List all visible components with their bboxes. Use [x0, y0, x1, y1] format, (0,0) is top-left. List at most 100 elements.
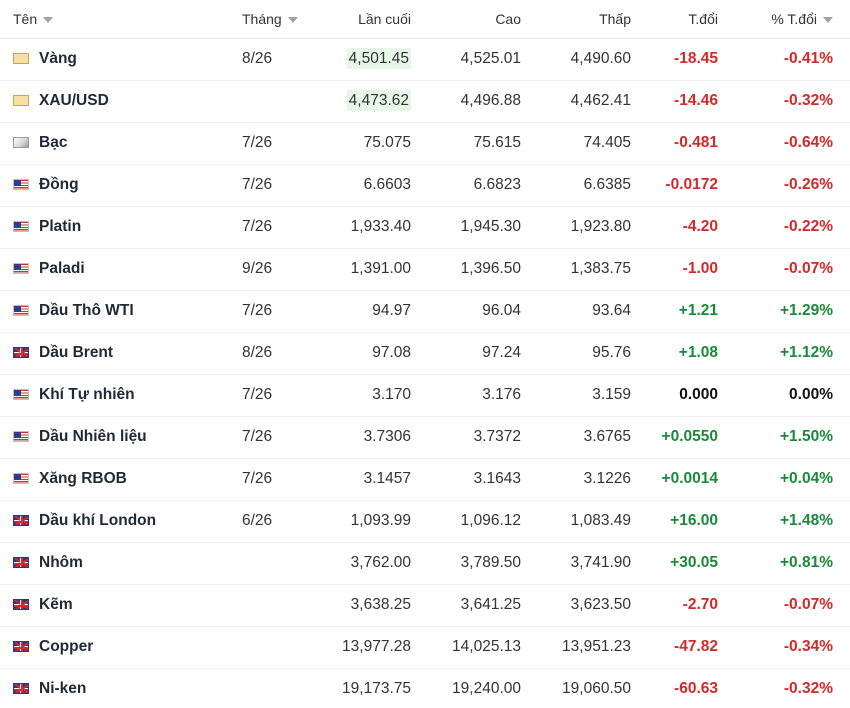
table-row[interactable]: Xăng RBOB 7/26 3.1457 3.1643 3.1226 +0.0014 +0… — [0, 458, 850, 500]
low-cell: 3,741.90 — [570, 554, 631, 571]
change-cell: +16.00 — [670, 512, 718, 529]
instrument-link[interactable]: Dầu Thô WTI — [39, 302, 134, 319]
table-row[interactable]: Bạc 7/26 75.075 75.615 74.405 -0.481 -0.64% — [0, 122, 850, 164]
month-cell: 8/26 — [242, 344, 273, 361]
month-cell: 7/26 — [242, 218, 273, 235]
month-cell — [225, 584, 315, 626]
column-header-low[interactable]: Thấp — [525, 0, 635, 39]
change-pct-cell: +0.04% — [779, 470, 833, 487]
instrument-name-cell: Ni-ken — [0, 668, 225, 708]
month-cell: 7/26 — [242, 428, 273, 445]
change-cell: +30.05 — [670, 554, 718, 571]
low-cell: 1,923.80 — [570, 218, 631, 235]
instrument-link[interactable]: Đồng — [39, 176, 79, 193]
instrument-link[interactable]: Copper — [39, 638, 94, 655]
instrument-link[interactable]: XAU/USD — [39, 92, 109, 109]
table-row[interactable]: Ni-ken 19,173.75 19,240.00 19,060.50 -60.63 -… — [0, 668, 850, 708]
high-cell: 6.6823 — [473, 176, 521, 193]
silver-icon — [13, 137, 29, 148]
table-row[interactable]: Nhôm 3,762.00 3,789.50 3,741.90 +30.05 +0.81% — [0, 542, 850, 584]
column-header-month-label: Tháng — [242, 10, 282, 27]
instrument-link[interactable]: Bạc — [39, 134, 68, 151]
column-header-name[interactable]: Tên — [0, 0, 225, 39]
low-cell: 13,951.23 — [562, 638, 631, 655]
table-row[interactable]: Khí Tự nhiên 7/26 3.170 3.176 3.159 0.000 0.00… — [0, 374, 850, 416]
low-cell: 3,623.50 — [570, 596, 631, 613]
high-cell: 1,396.50 — [460, 260, 521, 277]
table-row[interactable]: Kẽm 3,638.25 3,641.25 3,623.50 -2.70 -0.07% — [0, 584, 850, 626]
change-pct-cell: +1.12% — [779, 344, 833, 361]
last-price-cell: 1,093.99 — [315, 500, 415, 542]
instrument-link[interactable]: Paladi — [39, 260, 85, 277]
column-header-last[interactable]: Lần cuối — [315, 0, 415, 39]
last-price-value: 3,762.00 — [350, 554, 411, 571]
instrument-link[interactable]: Dầu khí London — [39, 512, 157, 529]
table-row[interactable]: Đồng 7/26 6.6603 6.6823 6.6385 -0.0172 -0.26% — [0, 164, 850, 206]
high-cell: 3.7372 — [473, 428, 521, 445]
change-pct-cell: -0.32% — [783, 680, 833, 697]
instrument-name-cell: Dầu Nhiên liệu — [0, 416, 225, 458]
sort-down-icon[interactable] — [43, 17, 54, 24]
sort-down-icon[interactable] — [287, 17, 298, 24]
instrument-link[interactable]: Kẽm — [39, 596, 73, 613]
column-header-month[interactable]: Tháng — [225, 0, 315, 39]
high-cell: 19,240.00 — [452, 680, 521, 697]
table-row[interactable]: Copper 13,977.28 14,025.13 13,951.23 -47.82 -… — [0, 626, 850, 668]
month-cell — [225, 80, 315, 122]
change-pct-cell: -0.64% — [783, 134, 833, 151]
change-cell: -47.82 — [674, 638, 718, 655]
column-header-change-label: T.đổi — [688, 10, 718, 27]
last-price-value: 3,638.25 — [350, 596, 411, 613]
column-header-change-pct[interactable]: % T.đổi — [740, 0, 850, 39]
instrument-link[interactable]: Nhôm — [39, 554, 83, 571]
low-cell: 4,462.41 — [570, 92, 631, 109]
last-price-cell: 3.170 — [315, 374, 415, 416]
change-pct-cell: +1.48% — [779, 512, 833, 529]
column-header-high[interactable]: Cao — [415, 0, 525, 39]
uk-flag-icon — [13, 641, 29, 652]
instrument-link[interactable]: Dầu Nhiên liệu — [39, 428, 147, 445]
instrument-link[interactable]: Dầu Brent — [39, 344, 114, 361]
last-price-value: 4,473.62 — [346, 90, 411, 111]
last-price-cell: 4,473.62 — [315, 80, 415, 122]
column-header-change-pct-label: % T.đổi — [771, 10, 817, 27]
high-cell: 4,496.88 — [460, 92, 521, 109]
instrument-name-cell: Vàng — [0, 38, 225, 80]
high-cell: 3,789.50 — [460, 554, 521, 571]
table-row[interactable]: Dầu Nhiên liệu 7/26 3.7306 3.7372 3.6765 +0.0… — [0, 416, 850, 458]
last-price-value: 97.08 — [372, 344, 411, 361]
instrument-link[interactable]: Xăng RBOB — [39, 470, 127, 487]
instrument-link[interactable]: Platin — [39, 218, 82, 235]
last-price-cell: 3.1457 — [315, 458, 415, 500]
change-pct-cell: +1.29% — [779, 302, 833, 319]
change-cell: 0.000 — [679, 386, 718, 403]
instrument-name-cell: Paladi — [0, 248, 225, 290]
table-row[interactable]: Vàng 8/26 4,501.45 4,525.01 4,490.60 -18.45 -0… — [0, 38, 850, 80]
table-row[interactable]: Dầu Thô WTI 7/26 94.97 96.04 93.64 +1.21 +1.29… — [0, 290, 850, 332]
last-price-value: 3.7306 — [363, 428, 411, 445]
instrument-name-cell: Platin — [0, 206, 225, 248]
column-header-name-label: Tên — [13, 10, 38, 27]
month-cell: 7/26 — [242, 386, 273, 403]
uk-flag-icon — [13, 347, 29, 358]
table-row[interactable]: Dầu khí London 6/26 1,093.99 1,096.12 1,083.… — [0, 500, 850, 542]
instrument-name-cell: XAU/USD — [0, 80, 225, 122]
low-cell: 19,060.50 — [562, 680, 631, 697]
change-pct-cell: -0.41% — [783, 50, 833, 67]
low-cell: 6.6385 — [583, 176, 631, 193]
sort-down-icon[interactable] — [823, 17, 833, 24]
last-price-cell: 94.97 — [315, 290, 415, 332]
table-row[interactable]: Platin 7/26 1,933.40 1,945.30 1,923.80 -4.20 -… — [0, 206, 850, 248]
table-row[interactable]: Paladi 9/26 1,391.00 1,396.50 1,383.75 -1.00 -… — [0, 248, 850, 290]
column-header-change[interactable]: T.đổi — [635, 0, 740, 39]
instrument-link[interactable]: Khí Tự nhiên — [39, 386, 135, 403]
last-price-cell: 1,391.00 — [315, 248, 415, 290]
instrument-link[interactable]: Vàng — [39, 50, 77, 67]
table-row[interactable]: XAU/USD 4,473.62 4,496.88 4,462.41 -14.46 -0.… — [0, 80, 850, 122]
table-row[interactable]: Dầu Brent 8/26 97.08 97.24 95.76 +1.08 +1.12% — [0, 332, 850, 374]
low-cell: 74.405 — [583, 134, 631, 151]
change-cell: -0.0172 — [665, 176, 718, 193]
change-cell: +1.08 — [678, 344, 718, 361]
instrument-link[interactable]: Ni-ken — [39, 680, 87, 697]
instrument-name-cell: Xăng RBOB — [0, 458, 225, 500]
